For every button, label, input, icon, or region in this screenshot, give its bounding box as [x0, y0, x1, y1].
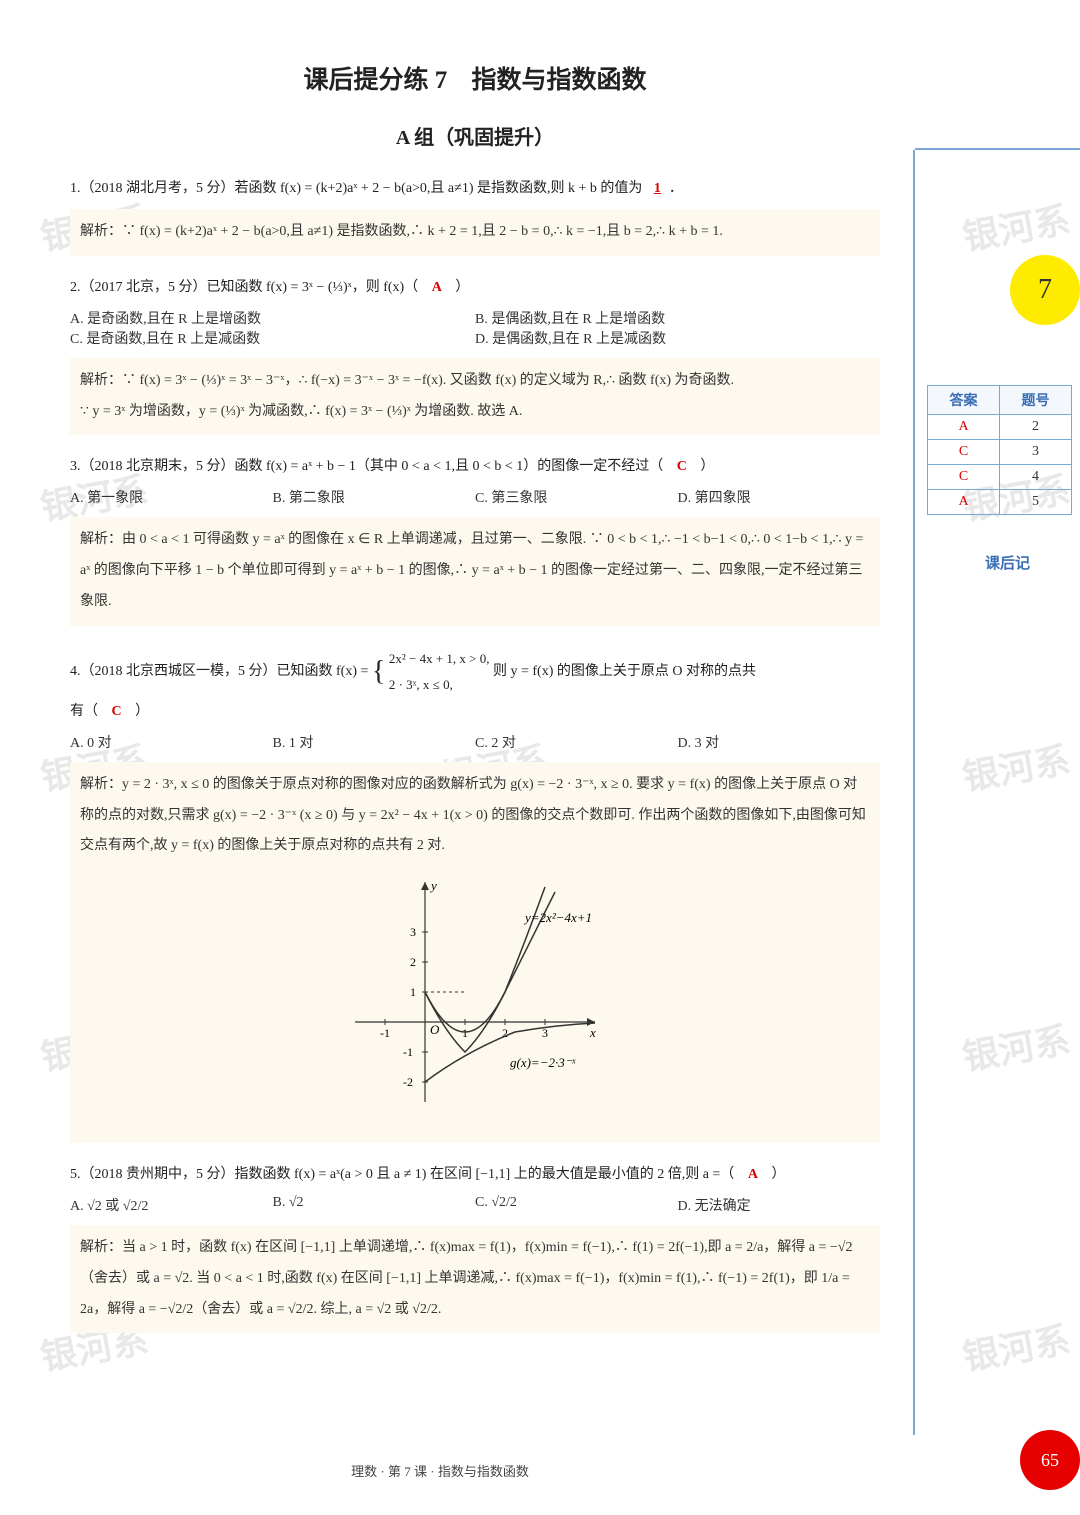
- q3-text: 3.（2018 北京期末，5 分）函数 f(x) = aˣ + b − 1（其中…: [70, 459, 663, 474]
- answer-cell: C: [928, 440, 1000, 465]
- table-row: C3: [928, 440, 1072, 465]
- parabola-label: y=2x²−4x+1: [523, 910, 592, 925]
- q5-answer: A: [738, 1167, 768, 1182]
- number-cell: 2: [1000, 415, 1072, 440]
- option-c: C. √2/2: [475, 1195, 678, 1215]
- question-3: 3.（2018 北京期末，5 分）函数 f(x) = aˣ + b − 1（其中…: [70, 453, 880, 481]
- origin-label: O: [430, 1022, 440, 1037]
- watermark: 银河系: [958, 1311, 1073, 1381]
- y-tick: -2: [403, 1075, 413, 1089]
- option-c: C. 是奇函数,且在 R 上是减函数: [70, 328, 475, 348]
- x-tick: -1: [380, 1026, 390, 1040]
- q4-answer: C: [102, 704, 132, 719]
- watermark: 银河系: [958, 731, 1073, 801]
- q2-solution: 解析：∵ f(x) = 3ˣ − (⅓)ˣ = 3ˣ − 3⁻ˣ，∴ f(−x)…: [70, 358, 880, 436]
- option-c: C. 2 对: [475, 732, 678, 752]
- group-subtitle: A 组（巩固提升）: [70, 121, 880, 150]
- y-tick: 1: [410, 985, 416, 999]
- watermark: 银河系: [958, 191, 1073, 261]
- option-d: D. 3 对: [678, 732, 881, 752]
- option-b: B. 是偶函数,且在 R 上是增函数: [475, 308, 880, 328]
- q5-options: A. √2 或 √2/2 B. √2 C. √2/2 D. 无法确定: [70, 1195, 880, 1215]
- q2-options: A. 是奇函数,且在 R 上是增函数 B. 是偶函数,且在 R 上是增函数 C.…: [70, 308, 880, 348]
- practice-title: 课后提分练 7: [303, 67, 447, 94]
- option-d: D. 是偶函数,且在 R 上是减函数: [475, 328, 880, 348]
- q4-solution-text: 解析：y = 2 · 3ˣ, x ≤ 0 的图像关于原点对称的图像对应的函数解析…: [80, 770, 870, 862]
- q5-text: 5.（2018 贵州期中，5 分）指数函数 f(x) = aˣ(a > 0 且 …: [70, 1167, 734, 1182]
- q4-piecewise-bot: 2 · 3ˣ, x ≤ 0,: [389, 672, 490, 698]
- q3-options: A. 第一象限 B. 第二象限 C. 第三象限 D. 第四象限: [70, 487, 880, 507]
- q2-suffix: ）: [455, 280, 469, 295]
- question-5: 5.（2018 贵州期中，5 分）指数函数 f(x) = aˣ(a > 0 且 …: [70, 1161, 880, 1189]
- question-2: 2.（2017 北京，5 分）已知函数 f(x) = 3ˣ − (⅓)ˣ，则 f…: [70, 274, 880, 302]
- title-block: 课后提分练 7 指数与指数函数 A 组（巩固提升）: [70, 60, 880, 150]
- option-b: B. 第二象限: [273, 487, 476, 507]
- q2-answer: A: [422, 280, 452, 295]
- chapter-tab: 7: [1010, 255, 1080, 325]
- option-b: B. 1 对: [273, 732, 476, 752]
- q3-solution: 解析：由 0 < a < 1 可得函数 y = aˣ 的图像在 x ∈ R 上单…: [70, 517, 880, 625]
- q4-text-prefix: 4.（2018 北京西城区一模，5 分）已知函数 f(x) =: [70, 664, 372, 679]
- topic-title: 指数与指数函数: [472, 67, 647, 94]
- option-c: C. 第三象限: [475, 487, 678, 507]
- option-a: A. √2 或 √2/2: [70, 1195, 273, 1215]
- q3-suffix: ）: [700, 459, 714, 474]
- question-4: 4.（2018 北京西城区一模，5 分）已知函数 f(x) = { 2x² − …: [70, 644, 880, 700]
- answer-cell: A: [928, 490, 1000, 515]
- y-tick: 2: [410, 955, 416, 969]
- option-d: D. 第四象限: [678, 487, 881, 507]
- q4-graph: -1 1 2 3 1 2 3 -1 -2 O x y: [335, 872, 615, 1112]
- q2-solution-line2: ∵ y = 3ˣ 为增函数，y = (⅓)ˣ 为减函数,∴ f(x) = 3ˣ …: [80, 397, 870, 428]
- x-tick: 2: [502, 1026, 508, 1040]
- q1-answer: 1: [646, 181, 669, 196]
- option-d: D. 无法确定: [678, 1195, 881, 1215]
- q4-options: A. 0 对 B. 1 对 C. 2 对 D. 3 对: [70, 732, 880, 752]
- q4-graph-container: -1 1 2 3 1 2 3 -1 -2 O x y: [80, 872, 870, 1125]
- sidebar-top-border: [915, 148, 1080, 150]
- y-axis-label: y: [429, 878, 437, 893]
- sidebar-divider: [913, 150, 915, 1435]
- q2-text: 2.（2017 北京，5 分）已知函数 f(x) = 3ˣ − (⅓)ˣ，则 f…: [70, 280, 418, 295]
- y-tick: 3: [410, 925, 416, 939]
- number-cell: 5: [1000, 490, 1072, 515]
- answer-summary-table: 答案 题号 A2 C3 C4 A5: [927, 385, 1072, 515]
- number-cell: 4: [1000, 465, 1072, 490]
- y-tick: -1: [403, 1045, 413, 1059]
- q1-solution: 解析：∵ f(x) = (k+2)aˣ + 2 − b(a>0,且 a≠1) 是…: [70, 209, 880, 256]
- q4-line2: 有（ C ）: [70, 698, 880, 726]
- table-row: A2: [928, 415, 1072, 440]
- main-content: 课后提分练 7 指数与指数函数 A 组（巩固提升） 1.（2018 湖北月考，5…: [70, 60, 880, 1351]
- table-header-number: 题号: [1000, 386, 1072, 415]
- watermark: 银河系: [958, 1011, 1073, 1081]
- page-number-badge: 65: [1020, 1430, 1080, 1490]
- x-axis-label: x: [589, 1025, 596, 1040]
- q4-text2-suffix: ）: [135, 704, 149, 719]
- option-a: A. 第一象限: [70, 487, 273, 507]
- q4-text-suffix: 则 y = f(x) 的图像上关于原点 O 对称的点共: [493, 664, 756, 679]
- question-1: 1.（2018 湖北月考，5 分）若函数 f(x) = (k+2)aˣ + 2 …: [70, 175, 880, 203]
- q4-text2: 有（: [70, 704, 98, 719]
- q5-suffix: ）: [771, 1167, 785, 1182]
- number-cell: 3: [1000, 440, 1072, 465]
- notes-label: 课后记: [985, 552, 1030, 573]
- option-a: A. 是奇函数,且在 R 上是增函数: [70, 308, 475, 328]
- table-header-answer: 答案: [928, 386, 1000, 415]
- option-a: A. 0 对: [70, 732, 273, 752]
- q1-text: 1.（2018 湖北月考，5 分）若函数 f(x) = (k+2)aˣ + 2 …: [70, 181, 642, 196]
- table-row: C4: [928, 465, 1072, 490]
- q2-solution-line1: 解析：∵ f(x) = 3ˣ − (⅓)ˣ = 3ˣ − 3⁻ˣ，∴ f(−x)…: [80, 366, 870, 397]
- exp-label: g(x)=−2·3⁻ˣ: [510, 1055, 576, 1070]
- q3-answer: C: [667, 459, 697, 474]
- q4-solution: 解析：y = 2 · 3ˣ, x ≤ 0 的图像关于原点对称的图像对应的函数解析…: [70, 762, 880, 1143]
- table-row: A5: [928, 490, 1072, 515]
- q5-solution: 解析：当 a > 1 时，函数 f(x) 在区间 [−1,1] 上单调递增,∴ …: [70, 1225, 880, 1333]
- answer-cell: A: [928, 415, 1000, 440]
- x-tick: 1: [462, 1026, 468, 1040]
- q4-piecewise-top: 2x² − 4x + 1, x > 0,: [389, 646, 490, 672]
- option-b: B. √2: [273, 1195, 476, 1215]
- footer: 理数 · 第 7 课 · 指数与指数函数: [0, 1461, 880, 1480]
- answer-cell: C: [928, 465, 1000, 490]
